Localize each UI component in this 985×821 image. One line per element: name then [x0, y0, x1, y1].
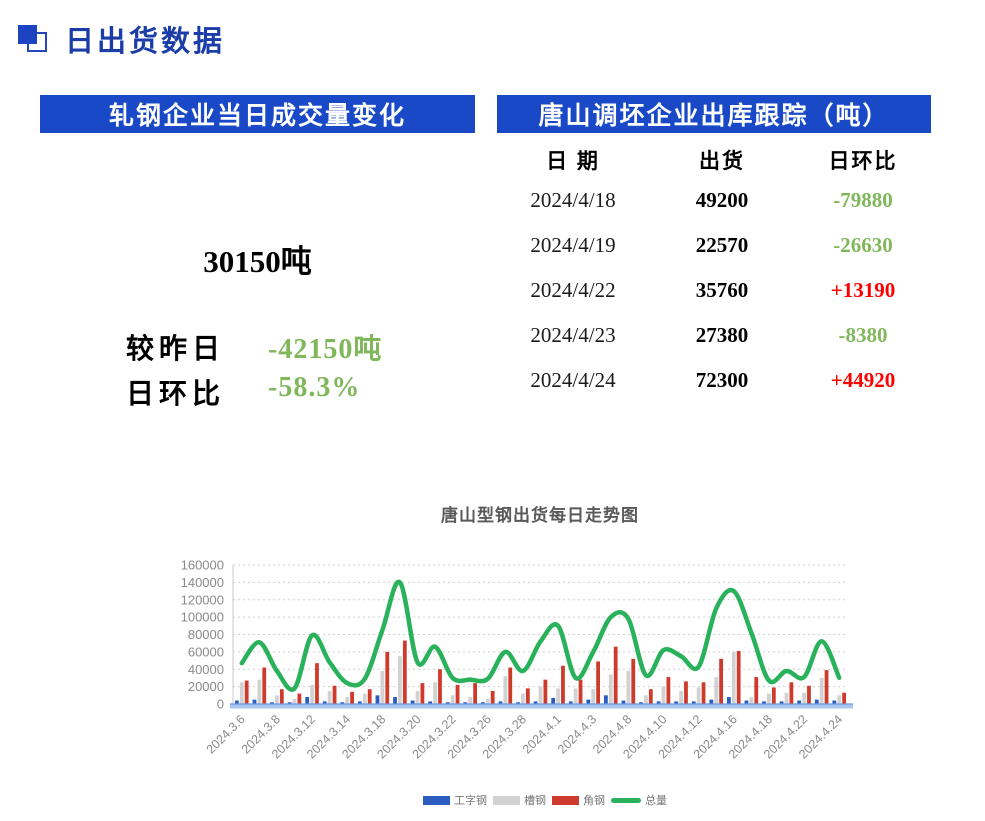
trend-chart: 唐山型钢出货每日走势图 0 20000 40000 60000 80000 100000 1…	[150, 496, 940, 797]
dod-ratio-label: 日环比	[126, 378, 226, 409]
legend-label: 角钢	[583, 795, 605, 807]
table-header-row: 日 期 出货 日环比	[497, 142, 931, 178]
vs-yesterday-label: 较昨日	[126, 333, 226, 364]
cell-change: +44920	[830, 368, 896, 392]
left-section-banner: 轧钢企业当日成交量变化	[40, 95, 475, 133]
legend-swatch	[611, 797, 641, 803]
svg-text:60000: 60000	[188, 644, 224, 659]
cell-date: 2024/4/22	[530, 278, 616, 302]
svg-text:0: 0	[217, 697, 224, 712]
chart-plot-area: 0 20000 40000 60000 80000 100000 120000 140000 1…	[181, 558, 853, 761]
cell-date: 2024/4/19	[530, 233, 616, 257]
legend-item-总量: 总量	[611, 792, 667, 808]
cell-shipment: 22570	[695, 233, 749, 257]
table-row: 2024/4/23 27380 -8380	[497, 313, 931, 358]
legend-label: 槽钢	[524, 795, 546, 807]
legend-item-槽钢: 槽钢	[493, 792, 546, 808]
table-row: 2024/4/19 22570 -26630	[497, 223, 931, 268]
table-row: 2024/4/18 49200 -79880	[497, 178, 931, 223]
legend-item-角钢: 角钢	[552, 792, 605, 808]
cell-shipment: 35760	[695, 278, 749, 302]
today-volume-value: 30150吨	[203, 244, 312, 279]
vs-yesterday-value: -42150吨	[268, 334, 383, 365]
legend-swatch	[423, 795, 450, 805]
cell-change: -79880	[833, 188, 893, 212]
legend-label: 工字钢	[454, 795, 487, 807]
cell-change: -26630	[833, 233, 893, 257]
legend-item-工字钢: 工字钢	[423, 792, 487, 808]
outbound-tracking-table: 日 期 出货 日环比 2024/4/18 49200 -79880 2024/4/19…	[497, 142, 931, 403]
col-header-shipment: 出货	[699, 150, 745, 173]
svg-text:120000: 120000	[181, 592, 224, 607]
page-header: 日出货数据	[18, 18, 225, 60]
cell-shipment: 27380	[695, 323, 749, 347]
cell-change: +13190	[830, 278, 896, 302]
right-section-banner: 唐山调坯企业出库跟踪（吨）	[497, 95, 931, 133]
table-row: 2024/4/24 72300 +44920	[497, 358, 931, 403]
cell-change: -8380	[838, 323, 888, 347]
blue-square-icon	[18, 24, 48, 54]
legend-label: 总量	[645, 795, 667, 807]
col-header-change: 日环比	[828, 150, 898, 173]
cell-date: 2024/4/24	[530, 368, 616, 392]
chart-legend: 工字钢 槽钢 角钢 总量	[150, 792, 940, 808]
cell-date: 2024/4/23	[530, 323, 616, 347]
legend-swatch	[493, 795, 520, 805]
table-body: 2024/4/18 49200 -79880 2024/4/19 22570 -26630…	[497, 178, 931, 403]
svg-text:80000: 80000	[188, 627, 224, 642]
chart-title: 唐山型钢出货每日走势图	[441, 506, 639, 525]
svg-text:160000: 160000	[181, 558, 224, 573]
svg-text:20000: 20000	[188, 679, 224, 694]
legend-swatch	[552, 795, 579, 805]
cell-shipment: 72300	[695, 368, 749, 392]
col-header-date: 日 期	[546, 150, 600, 173]
page-title: 日出货数据	[65, 26, 226, 58]
svg-text:40000: 40000	[188, 662, 224, 677]
dod-ratio-value: -58.3%	[268, 372, 361, 403]
table-row: 2024/4/22 35760 +13190	[497, 268, 931, 313]
cell-shipment: 49200	[695, 188, 749, 212]
svg-text:140000: 140000	[181, 575, 224, 590]
cell-date: 2024/4/18	[530, 188, 616, 212]
svg-text:100000: 100000	[181, 610, 224, 625]
